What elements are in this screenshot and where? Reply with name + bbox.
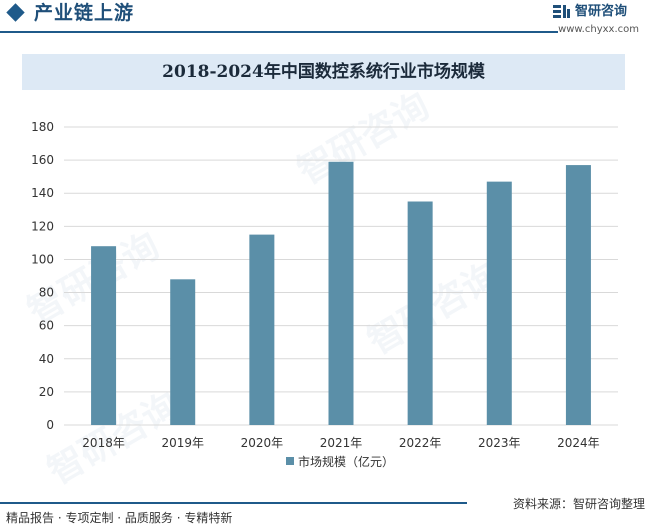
footer-divider <box>0 502 467 504</box>
bar <box>565 165 591 426</box>
bar <box>170 279 196 425</box>
x-tick-label: 2021年 <box>320 436 363 450</box>
data-source: 资料来源：智研咨询整理 <box>512 497 645 511</box>
y-tick-label: 140 <box>31 186 54 200</box>
header-divider <box>0 31 558 33</box>
brand: 智研咨询 www.chyxx.com <box>553 3 643 39</box>
legend-swatch <box>286 457 294 465</box>
y-tick-label: 180 <box>31 120 54 134</box>
brand-name: 智研咨询 <box>575 4 628 19</box>
x-tick-label: 2023年 <box>478 436 521 450</box>
legend-label: 市场规模（亿元） <box>298 454 394 469</box>
x-tick-label: 2020年 <box>241 436 284 450</box>
y-tick-label: 40 <box>39 352 54 366</box>
x-tick-label: 2019年 <box>161 436 204 450</box>
page-header: 产业链上游 <box>0 0 649 33</box>
x-tick-label: 2022年 <box>399 436 442 450</box>
y-tick-label: 120 <box>31 219 54 233</box>
section-title: 产业链上游 <box>34 2 135 24</box>
bar <box>91 246 117 425</box>
x-tick-label: 2018年 <box>82 436 125 450</box>
footer-tagline: 精品报告 · 专项定制 · 品质服务 · 专精特新 <box>6 511 233 525</box>
x-tick-label: 2024年 <box>557 436 600 450</box>
brand-logo-icon <box>553 5 570 18</box>
y-tick-label: 20 <box>39 385 54 399</box>
y-tick-label: 80 <box>39 286 54 300</box>
bar <box>486 181 512 425</box>
y-tick-label: 160 <box>31 153 54 167</box>
y-tick-label: 100 <box>31 252 54 266</box>
bar <box>407 201 433 425</box>
bar <box>249 234 275 425</box>
y-tick-label: 60 <box>39 319 54 333</box>
bar <box>328 161 354 425</box>
y-tick-label: 0 <box>46 418 54 432</box>
brand-url: www.chyxx.com <box>558 24 639 35</box>
chart-title: 2018-2024年中国数控系统行业市场规模 <box>162 62 485 82</box>
chart-title-band: 2018-2024年中国数控系统行业市场规模 <box>22 54 625 90</box>
